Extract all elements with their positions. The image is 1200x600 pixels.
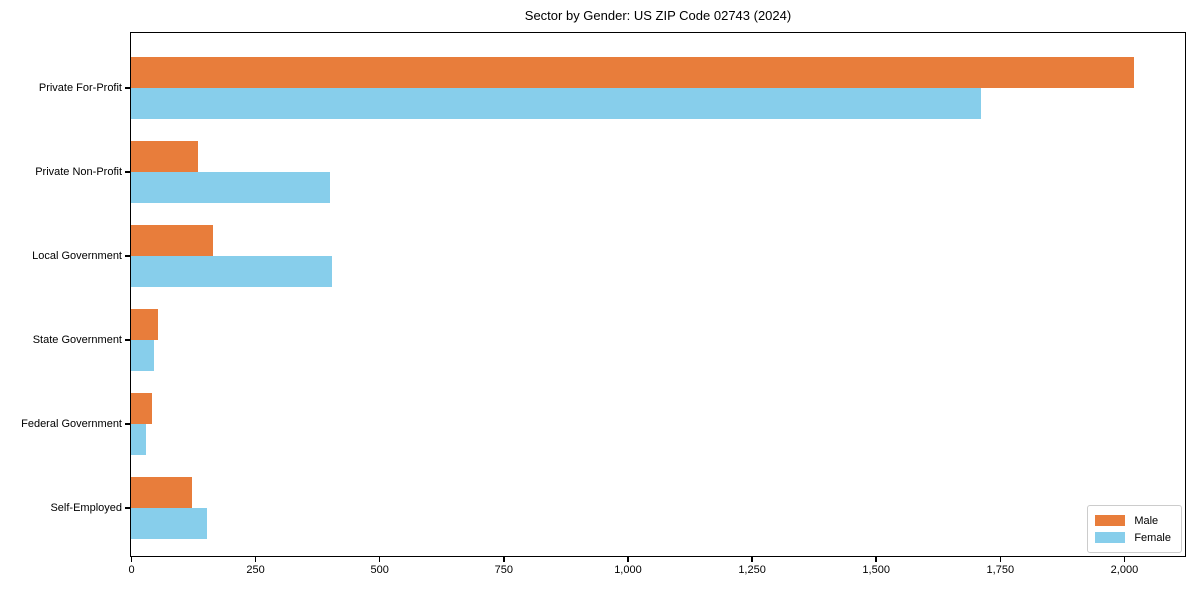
bar-male-federal-government — [131, 392, 152, 424]
x-tick-label: 0 — [128, 564, 135, 576]
bar-female-self-employed — [131, 507, 207, 539]
x-tick-label: 2,000 — [1110, 564, 1139, 576]
y-tick-label-private-for-profit: Private For-Profit — [38, 82, 122, 94]
x-tick-label: 1,500 — [862, 564, 890, 576]
y-tick-mark — [125, 171, 130, 173]
y-tick-mark — [125, 255, 130, 257]
bar-female-state-government — [131, 339, 155, 371]
y-tick-mark — [125, 87, 130, 89]
bar-female-private-for-profit — [131, 87, 981, 119]
x-tick-label: 1,000 — [614, 564, 642, 576]
legend: Male Female — [1087, 505, 1182, 553]
y-tick-label-private-non-profit: Private Non-Profit — [35, 166, 122, 178]
x-tick-label: 500 — [370, 564, 389, 576]
y-tick-mark — [125, 507, 130, 509]
y-tick-label-federal-government: Federal Government — [21, 418, 122, 430]
x-tick-mark — [503, 557, 505, 562]
y-tick-mark — [125, 339, 130, 341]
bar-male-state-government — [131, 308, 158, 340]
x-tick-label: 750 — [494, 564, 514, 576]
y-tick-mark — [125, 423, 130, 425]
bar-female-local-government — [131, 255, 332, 287]
x-tick-mark — [875, 557, 877, 562]
x-tick-label: 1,250 — [738, 564, 766, 576]
x-tick-mark — [1123, 557, 1126, 562]
legend-male-label: Male — [1134, 514, 1159, 527]
bar-layer — [131, 33, 1185, 556]
y-tick-label-state-government: State Government — [32, 334, 122, 346]
x-tick-mark — [130, 557, 133, 562]
legend-item-male: Male — [1095, 512, 1171, 529]
bar-male-self-employed — [131, 476, 193, 508]
bar-female-federal-government — [131, 423, 147, 455]
bar-male-local-government — [131, 224, 213, 256]
x-tick-mark — [254, 557, 257, 562]
x-tick-label: 1,750 — [986, 564, 1015, 576]
plot-area: Male Female — [130, 32, 1186, 557]
x-tick-mark — [627, 557, 629, 562]
y-tick-label-self-employed: Self-Employed — [50, 502, 122, 514]
bar-male-private-for-profit — [131, 56, 1134, 88]
bar-male-private-non-profit — [131, 140, 198, 172]
x-tick-mark — [751, 557, 753, 562]
x-tick-mark — [378, 557, 381, 562]
chart-title: Sector by Gender: US ZIP Code 02743 (202… — [524, 8, 792, 23]
x-tick-mark — [999, 557, 1002, 562]
legend-item-female: Female — [1095, 529, 1171, 546]
legend-female-label: Female — [1134, 531, 1171, 544]
bar-female-private-non-profit — [131, 171, 330, 203]
legend-female-swatch-icon — [1095, 532, 1126, 543]
y-tick-label-local-government: Local Government — [32, 250, 122, 262]
legend-male-swatch-icon — [1095, 515, 1126, 526]
x-tick-label: 250 — [246, 564, 265, 576]
